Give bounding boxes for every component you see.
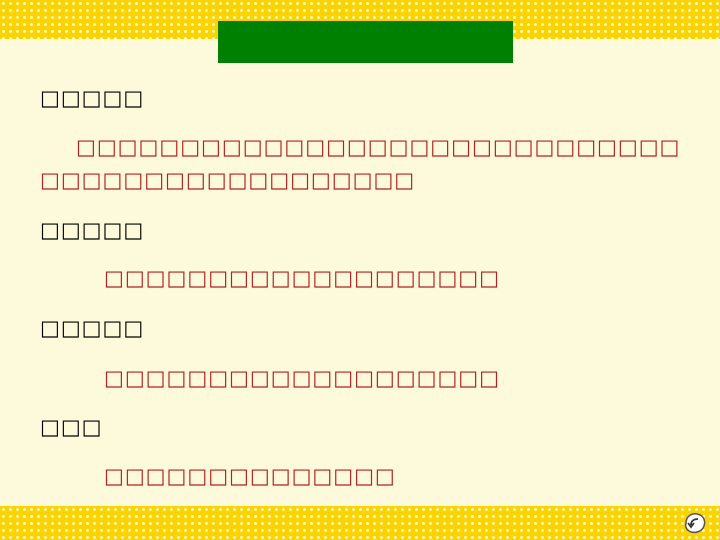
bottom-dotted-band bbox=[0, 506, 720, 540]
section-1-label: □□□□□ bbox=[40, 86, 145, 110]
return-arrow-icon[interactable] bbox=[682, 511, 708, 535]
section-1-line-2: □□□□□□□□□□□□□□□□□□ bbox=[40, 168, 416, 192]
section-3-label: □□□□□ bbox=[40, 316, 145, 340]
top-dotted-band bbox=[0, 0, 720, 39]
section-2-line-1: □□□□□□□□□□□□□□□□□□□ bbox=[104, 266, 500, 290]
section-1-line-1: □□□□□□□□□□□□□□□□□□□□□□□□□□□□□ bbox=[76, 135, 681, 159]
section-2-label: □□□□□ bbox=[40, 218, 145, 242]
title-box bbox=[218, 21, 513, 63]
section-3-line-1: □□□□□□□□□□□□□□□□□□□ bbox=[104, 366, 500, 390]
section-4-label: □□□ bbox=[40, 415, 103, 439]
section-4-line-1: □□□□□□□□□□□□□□ bbox=[104, 464, 396, 488]
